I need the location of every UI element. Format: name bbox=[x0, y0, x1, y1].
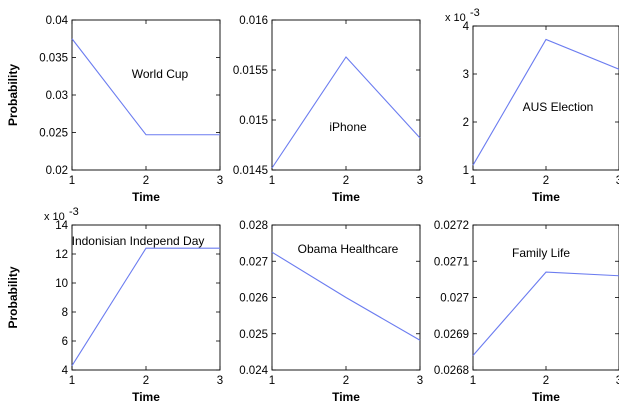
exponent-power: -3 bbox=[69, 206, 79, 218]
subplot-2: 0.0145 0.015 0.0155 0.016 1 2 3 iPhone Time bbox=[233, 15, 423, 204]
y-tick-label: 0.035 bbox=[39, 53, 68, 65]
x-tick-label: 2 bbox=[343, 375, 349, 387]
y-tick-label: 0.0268 bbox=[434, 365, 469, 377]
x-axis-label: Time bbox=[332, 190, 360, 204]
y-tick-label: 3 bbox=[463, 69, 469, 81]
y-tick-label: 2 bbox=[463, 117, 469, 129]
x-tick-label: 3 bbox=[217, 375, 223, 387]
exponent-power: -3 bbox=[470, 7, 480, 19]
axes-frame bbox=[271, 19, 421, 171]
x-tick-label: 3 bbox=[417, 175, 423, 187]
y-tick-label: 4 bbox=[62, 365, 69, 377]
y-tick-label: 4 bbox=[463, 21, 470, 33]
subplot-3: 1 2 3 4 1 2 3 AUS Election Time x 10 -3 bbox=[445, 7, 619, 204]
y-tick-label: 0.0271 bbox=[434, 256, 469, 268]
x-axis-label: Time bbox=[532, 190, 560, 204]
y-tick-label: 0.0269 bbox=[434, 329, 469, 341]
x-tick-label: 1 bbox=[69, 375, 75, 387]
x-tick-label: 1 bbox=[269, 175, 275, 187]
axes-frame bbox=[472, 224, 619, 371]
subplot-5: 0.024 0.025 0.026 0.027 0.028 1 2 3 Obama Health… bbox=[239, 220, 423, 404]
y-tick-label: 1 bbox=[463, 165, 469, 177]
x-tick-label: 1 bbox=[69, 175, 75, 187]
y-tick-label: 0.0145 bbox=[233, 165, 268, 177]
plot-annotation: AUS Election bbox=[523, 100, 594, 114]
y-tick-label: 0.04 bbox=[46, 15, 69, 27]
x-tick-label: 2 bbox=[143, 175, 149, 187]
axes-frame bbox=[472, 25, 619, 171]
y-tick-label: 0.027 bbox=[239, 256, 268, 268]
subplot-6: 0.0268 0.0269 0.027 0.0271 0.0272 1 2 3 Family L… bbox=[434, 220, 619, 404]
x-axis-label: Time bbox=[132, 390, 160, 404]
x-tick-label: 3 bbox=[417, 375, 423, 387]
y-tick-label: 0.025 bbox=[239, 329, 268, 341]
x-tick-label: 1 bbox=[269, 375, 275, 387]
exponent-label: x 10 bbox=[445, 12, 466, 24]
x-tick-label: 2 bbox=[543, 375, 549, 387]
y-tick-label: 10 bbox=[55, 278, 68, 290]
y-axis-label: Probability bbox=[6, 266, 20, 328]
plot-annotation: iPhone bbox=[329, 120, 367, 134]
x-axis-label: Time bbox=[532, 390, 560, 404]
exponent-label: x 10 bbox=[44, 211, 65, 223]
x-tick-label: 1 bbox=[470, 175, 476, 187]
subplot-1: 0.02 0.025 0.03 0.035 0.04 1 2 3 World Cup Time Pr… bbox=[6, 15, 223, 204]
x-tick-label: 2 bbox=[143, 375, 149, 387]
y-tick-label: 0.02 bbox=[46, 165, 68, 177]
x-tick-label: 2 bbox=[343, 175, 349, 187]
y-tick-label: 0.028 bbox=[239, 220, 268, 232]
x-tick-label: 1 bbox=[470, 375, 476, 387]
y-tick-label: 6 bbox=[62, 336, 68, 348]
x-tick-label: 3 bbox=[616, 175, 619, 187]
x-axis-label: Time bbox=[132, 190, 160, 204]
y-tick-label: 0.025 bbox=[39, 128, 68, 140]
y-tick-label: 0.026 bbox=[239, 293, 268, 305]
plot-annotation: Family Life bbox=[512, 246, 570, 260]
x-tick-label: 2 bbox=[543, 175, 549, 187]
y-tick-label: 8 bbox=[62, 307, 68, 319]
x-tick-label: 3 bbox=[616, 375, 619, 387]
plot-annotation: World Cup bbox=[132, 67, 189, 81]
y-tick-label: 0.0272 bbox=[434, 220, 469, 232]
y-tick-label: 0.027 bbox=[440, 293, 469, 305]
y-tick-label: 0.03 bbox=[46, 90, 68, 102]
x-tick-label: 3 bbox=[217, 175, 223, 187]
y-tick-label: 0.024 bbox=[239, 365, 268, 377]
y-tick-label: 14 bbox=[55, 220, 68, 232]
y-tick-label: 0.0155 bbox=[233, 65, 268, 77]
axes-frame bbox=[71, 19, 221, 171]
plot-annotation: Obama Healthcare bbox=[298, 242, 399, 256]
x-axis-label: Time bbox=[332, 390, 360, 404]
y-tick-label: 0.015 bbox=[239, 115, 268, 127]
y-tick-label: 0.016 bbox=[239, 15, 268, 27]
y-axis-label: Probability bbox=[6, 64, 20, 126]
y-tick-label: 12 bbox=[55, 249, 68, 261]
plot-annotation: Indonisian Independ Day bbox=[72, 234, 205, 248]
